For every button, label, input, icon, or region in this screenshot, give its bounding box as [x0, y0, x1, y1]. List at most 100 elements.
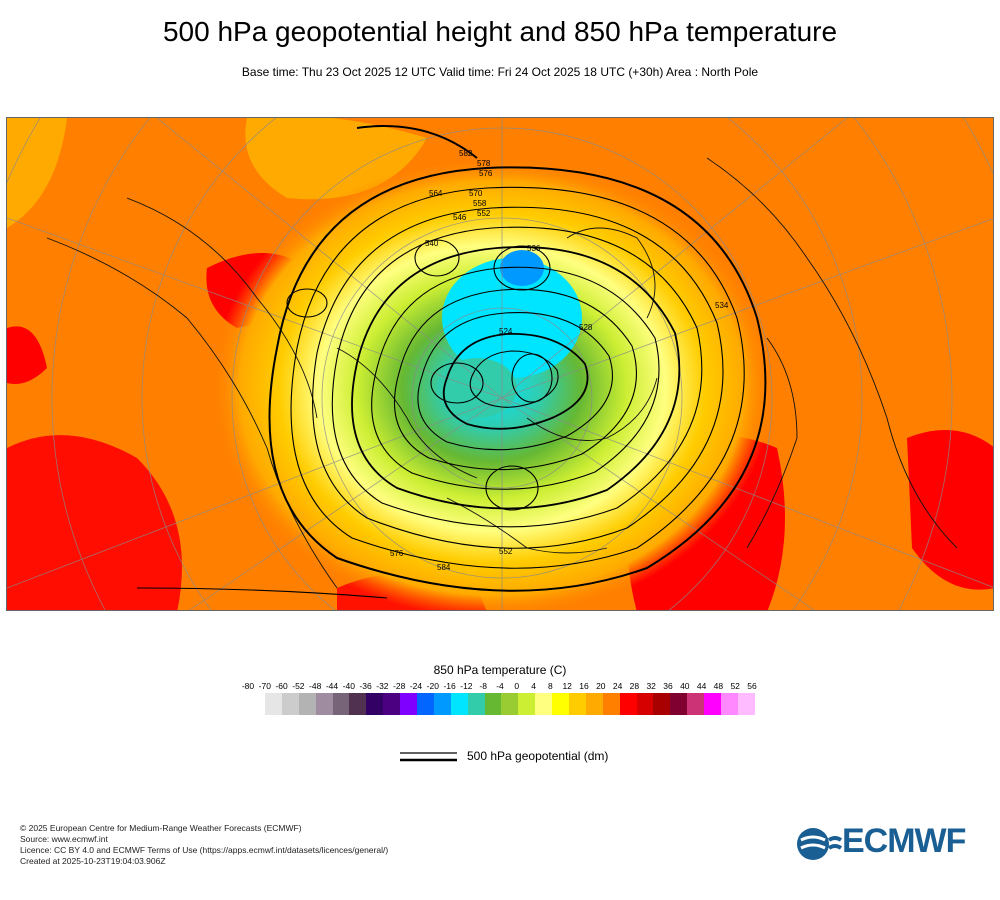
graticule: [7, 118, 993, 610]
colorbar-swatch: [383, 693, 401, 715]
coastlines: [46, 157, 958, 589]
colorbar-tick-label: -20: [426, 681, 439, 691]
colorbar-tick-label: 24: [612, 681, 623, 691]
credit-line: © 2025 European Centre for Medium-Range …: [20, 823, 302, 833]
warm-patch: [907, 430, 993, 590]
colorbar-swatch: [687, 693, 705, 715]
mild-patch: [7, 118, 67, 228]
colorbar-swatch: [433, 693, 451, 715]
colorbar-tick-label: -48: [309, 681, 322, 691]
colorbar-tick-label: 48: [713, 681, 724, 691]
colorbar-tick-label: 36: [663, 681, 673, 691]
colorbar-tick-label: 32: [646, 681, 656, 691]
colorbar-swatch: [484, 693, 502, 715]
colorbar-tick-label: 12: [562, 681, 572, 691]
credit-line: Created at 2025-10-23T19:04:03.906Z: [20, 856, 166, 866]
chart-subtitle: Base time: Thu 23 Oct 2025 12 UTC Valid …: [241, 65, 759, 79]
chart-title: 500 hPa geopotential height and 850 hPa …: [162, 16, 838, 47]
colorbar-swatch: [585, 693, 603, 715]
contour-label: 524: [499, 327, 513, 336]
colorbar-title: 850 hPa temperature (C): [433, 663, 567, 677]
colorbar-ticks: -80 -70 -60 -52 -48 -44 -40 -36 -32 -28 -24 -20 -16-…: [0, 681, 1000, 693]
colorbar-tick-label: 20: [596, 681, 606, 691]
contour-label: 528: [579, 323, 593, 332]
contour-label: 584: [437, 563, 451, 572]
colorbar-swatch: [619, 693, 637, 715]
colorbar-swatch: [602, 693, 620, 715]
credits-block: © 2025 European Centre for Medium-Range …: [20, 823, 388, 867]
colorbar-tick-label: -60: [275, 681, 288, 691]
colorbar-tick-label: 16: [579, 681, 589, 691]
colorbar-tick-label: -44: [325, 681, 339, 691]
colorbar-tick-label: 40: [680, 681, 690, 691]
colorbar-swatch: [315, 693, 333, 715]
colorbar-tick-label: 52: [730, 681, 740, 691]
colorbar-swatch: [569, 693, 586, 715]
colorbar-tick-label: 8: [548, 681, 553, 691]
contour-label: 534: [715, 301, 729, 310]
contour-label: 564: [429, 189, 443, 198]
colorbar-swatch: [281, 693, 299, 715]
colorbar-tick-label: -8: [479, 681, 487, 691]
colorbar-swatch: [518, 693, 536, 715]
map-panel: 582 578 576 570 564 558 552 546 540 536 …: [6, 117, 994, 611]
colorbar-tick-label: -12: [460, 681, 473, 691]
contour-label: 546: [453, 213, 467, 222]
contour-legend-label: 500 hPa geopotential (dm): [467, 749, 609, 763]
colorbar-swatch: [366, 693, 384, 715]
colorbar-swatch: [552, 693, 570, 715]
colorbar-tick-label: -24: [409, 681, 423, 691]
contour-label: 540: [425, 239, 439, 248]
colorbar-swatch: [501, 693, 519, 715]
colorbar-swatch: [653, 693, 671, 715]
colorbar-tick-label: -16: [443, 681, 456, 691]
colorbar-tick-label: -40: [342, 681, 355, 691]
cold-core-deep: [500, 250, 544, 286]
colorbar: [265, 693, 755, 715]
warm-patch: [7, 326, 47, 384]
colorbar-tick-label: 4: [531, 681, 536, 691]
contour-label: 558: [473, 199, 487, 208]
colorbar-swatch: [400, 693, 418, 715]
colorbar-swatch: [332, 693, 350, 715]
colorbar-tick-label: -4: [496, 681, 504, 691]
credit-line: Source: www.ecmwf.int: [20, 834, 108, 844]
ecmwf-logo-icon: [797, 828, 843, 860]
credit-line: Licence: CC BY 4.0 and ECMWF Terms of Us…: [20, 845, 389, 855]
colorbar-tick-label: -80: [241, 681, 255, 691]
colorbar-swatch: [417, 693, 434, 715]
geopotential-contours: [136, 125, 767, 599]
contour-label: 552: [477, 209, 491, 218]
colorbar-swatch: [737, 693, 755, 715]
colorbar-swatch: [721, 693, 738, 715]
colorbar-swatch: [450, 693, 468, 715]
colorbar-tick-label: 56: [747, 681, 757, 691]
contour-label: 570: [469, 189, 483, 198]
colorbar-tick-label: 28: [629, 681, 640, 691]
map-svg: 582 578 576 570 564 558 552 546 540 536 …: [7, 118, 993, 610]
colorbar-tick-label: -36: [359, 681, 372, 691]
colorbar-swatch: [349, 693, 367, 715]
contour-label: 536: [527, 244, 541, 253]
colorbar-swatch: [298, 693, 316, 715]
colorbar-tick-label: 0: [514, 681, 520, 691]
colorbar-swatch: [265, 693, 282, 715]
contour-legend-line: [400, 752, 457, 762]
colorbar-swatch: [535, 693, 553, 715]
contour-label: 552: [499, 547, 513, 556]
colorbar-tick-label: -52: [292, 681, 305, 691]
contour-labels: 582 578 576 570 564 558 552 546 540 536 …: [390, 149, 729, 572]
cold-core: [442, 258, 582, 378]
colorbar-swatch: [467, 693, 485, 715]
contour-label: 576: [390, 549, 404, 558]
contour-label: 576: [479, 169, 493, 178]
colorbar-swatch: [704, 693, 722, 715]
colorbar-tick-label: -70: [258, 681, 271, 691]
colorbar-tick-label: -28: [393, 681, 406, 691]
colorbar-tick-label: 44: [696, 681, 707, 691]
colorbar-tick-label: -32: [376, 681, 389, 691]
colorbar-swatch: [636, 693, 654, 715]
warm-patch: [7, 435, 182, 610]
ecmwf-logo-text: ECMWF: [842, 822, 966, 860]
contour-label: 578: [477, 159, 491, 168]
